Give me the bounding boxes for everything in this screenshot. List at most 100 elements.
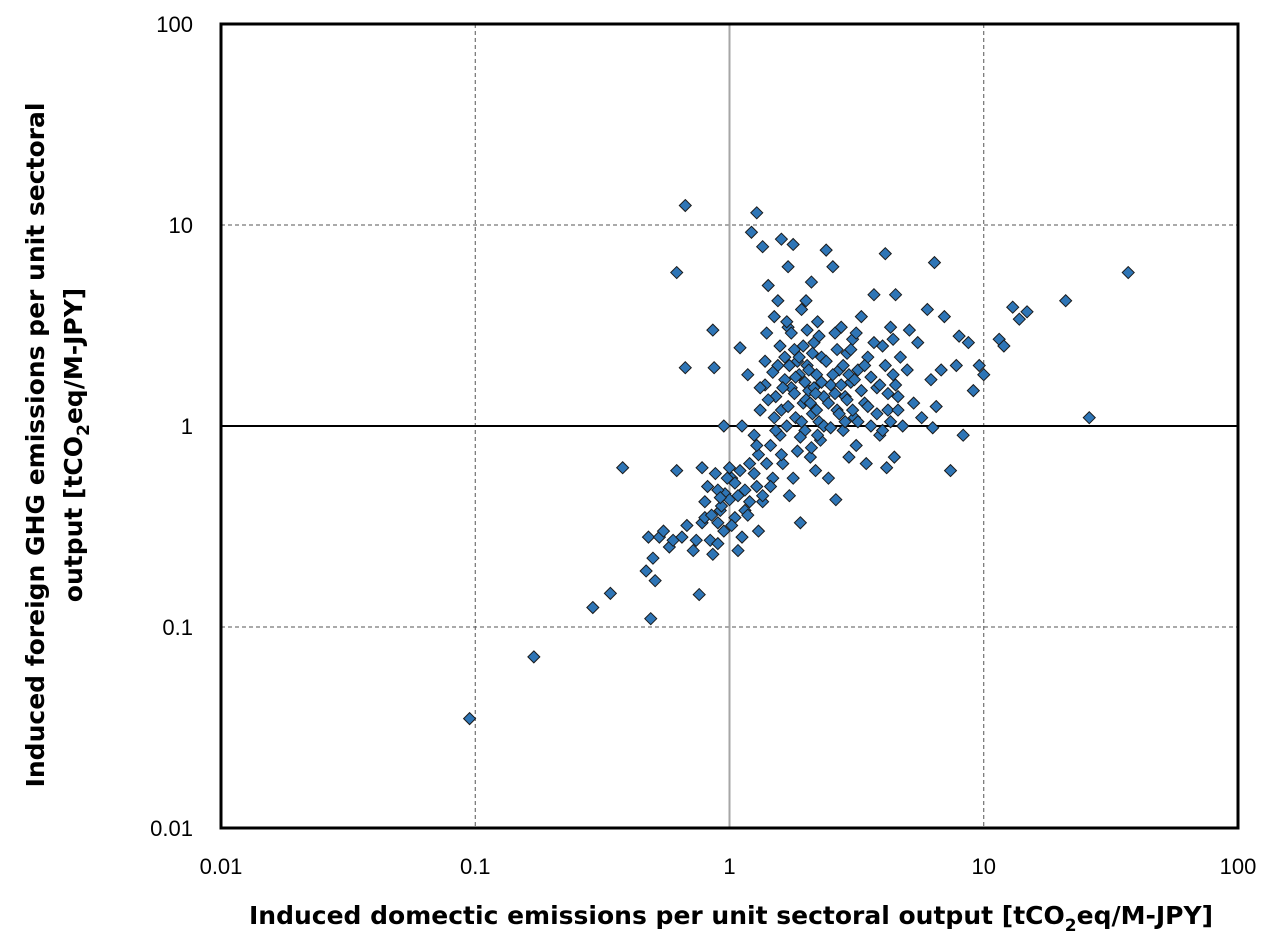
data-point xyxy=(603,586,618,601)
data-point xyxy=(794,302,809,317)
data-point xyxy=(780,419,794,433)
data-point xyxy=(788,370,803,384)
data-point xyxy=(881,403,895,417)
data-point xyxy=(920,302,935,317)
data-point xyxy=(639,564,653,578)
data-point xyxy=(838,415,852,429)
data-point xyxy=(755,239,770,254)
data-point xyxy=(706,547,720,561)
data-point xyxy=(742,456,757,471)
data-point xyxy=(750,206,764,220)
data-point xyxy=(956,428,970,442)
data-point xyxy=(844,342,858,357)
data-point xyxy=(821,396,836,410)
data-point xyxy=(700,479,715,494)
data-point xyxy=(711,536,725,551)
data-point xyxy=(722,461,737,475)
data-point xyxy=(769,423,783,438)
data-point xyxy=(774,447,789,462)
y-tick-label: 100 xyxy=(156,12,193,37)
data-point xyxy=(761,278,775,293)
y-tick-label: 10 xyxy=(169,213,193,238)
data-point xyxy=(836,423,850,438)
data-point xyxy=(751,524,766,538)
data-point xyxy=(733,463,747,478)
data-point xyxy=(794,415,809,429)
y-tick-label: 1 xyxy=(181,414,193,439)
data-point xyxy=(819,354,833,368)
data-point xyxy=(804,440,819,455)
data-point xyxy=(675,530,689,544)
data-point xyxy=(823,421,838,435)
data-point xyxy=(842,450,856,464)
data-point xyxy=(1020,305,1034,319)
data-point xyxy=(713,490,728,505)
x-tick-label: 10 xyxy=(972,854,996,879)
data-point xyxy=(711,516,725,530)
data-point xyxy=(774,232,789,246)
data-point xyxy=(914,410,929,425)
y-tick-label: 0.01 xyxy=(150,816,193,841)
data-point xyxy=(766,365,780,380)
x-tick-label: 1 xyxy=(723,854,735,879)
data-point xyxy=(803,450,818,464)
data-point xyxy=(854,309,869,324)
data-point xyxy=(810,428,825,442)
data-point xyxy=(735,530,749,544)
x-tick-label: 0.01 xyxy=(200,854,243,879)
data-point xyxy=(755,488,770,503)
data-point xyxy=(802,363,816,377)
data-point xyxy=(787,386,802,401)
data-point xyxy=(821,471,836,485)
data-point xyxy=(828,386,842,401)
data-point xyxy=(644,611,658,626)
data-point xyxy=(767,410,781,425)
data-point xyxy=(656,524,671,538)
data-point xyxy=(832,407,846,421)
data-points xyxy=(462,198,1135,726)
data-point xyxy=(689,533,703,548)
plot-area-frame xyxy=(219,22,1240,830)
data-point xyxy=(771,294,785,308)
data-point xyxy=(763,479,778,494)
data-point xyxy=(680,518,694,533)
data-point xyxy=(759,456,774,471)
data-point xyxy=(753,381,767,395)
data-point xyxy=(799,294,813,308)
data-point xyxy=(864,370,878,384)
data-point xyxy=(780,315,794,329)
data-point xyxy=(750,479,764,494)
data-point xyxy=(731,488,745,503)
data-point xyxy=(854,383,869,398)
data-point xyxy=(782,358,797,373)
data-point xyxy=(873,378,887,392)
data-point xyxy=(776,381,790,395)
data-point xyxy=(878,246,893,261)
data-point xyxy=(937,309,952,324)
x-axis-ticks: 0.01 0.1 1 10 100 xyxy=(200,854,1257,879)
data-point xyxy=(724,518,739,533)
data-point xyxy=(761,393,775,407)
data-point xyxy=(834,320,848,334)
data-point xyxy=(805,346,820,360)
data-point xyxy=(840,393,854,407)
data-point xyxy=(686,543,700,558)
data-point xyxy=(812,329,826,343)
data-point xyxy=(720,471,734,485)
y-axis-title: Induced foreign GHG emissions per unit s… xyxy=(21,103,94,788)
data-point xyxy=(867,287,881,302)
data-point xyxy=(793,430,808,444)
data-point xyxy=(810,315,825,329)
x-axis-title: Induced domectic emissions per unit sect… xyxy=(249,901,1213,936)
data-point xyxy=(670,463,684,478)
data-point xyxy=(717,419,731,433)
data-point xyxy=(786,237,800,252)
data-point xyxy=(926,421,940,435)
data-point xyxy=(859,456,873,471)
data-point xyxy=(462,711,477,726)
data-point xyxy=(784,326,798,340)
data-point xyxy=(698,495,712,509)
data-point xyxy=(615,461,630,475)
data-point xyxy=(1121,265,1135,280)
y-axis-title-line1: Induced foreign GHG emissions per unit s… xyxy=(21,103,50,788)
